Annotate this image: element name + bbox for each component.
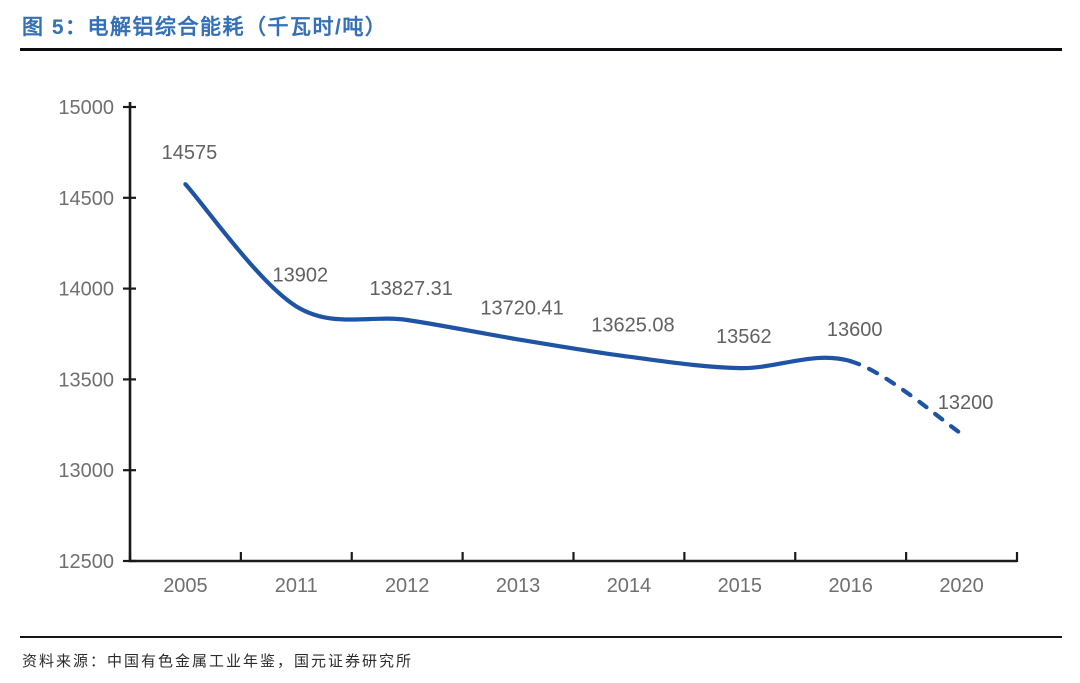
y-axis-label: 12500 — [58, 551, 114, 573]
source-note: 资料来源：中国有色金属工业年鉴，国元证券研究所 — [22, 652, 414, 670]
y-axis-label: 14500 — [58, 188, 114, 210]
y-axis-label: 13000 — [58, 460, 114, 482]
data-label: 13200 — [938, 392, 994, 414]
series-line-dashed — [848, 359, 964, 436]
data-label: 13720.41 — [480, 297, 563, 319]
x-axis-label: 2016 — [828, 575, 873, 597]
figure-title: 图 5：电解铝综合能耗（千瓦时/吨） — [22, 16, 388, 39]
data-label: 13827.31 — [369, 278, 452, 300]
x-axis-label: 2015 — [718, 575, 763, 597]
axis-lines — [128, 102, 1017, 563]
y-axis-label: 15000 — [58, 97, 114, 119]
x-axis-label: 2012 — [385, 575, 430, 597]
data-label: 14575 — [162, 142, 218, 164]
footer-divider — [20, 636, 1062, 638]
x-axis-label: 2014 — [607, 575, 652, 597]
data-label: 13600 — [827, 319, 883, 341]
y-axis-label: 14000 — [58, 279, 114, 301]
data-label: 13625.08 — [591, 315, 674, 337]
data-label: 13902 — [273, 264, 329, 286]
y-axis-label: 13500 — [58, 369, 114, 391]
x-axis-label: 2005 — [163, 575, 208, 597]
x-axis-label: 2011 — [275, 575, 318, 597]
title-underline — [20, 48, 1062, 51]
data-label: 13562 — [716, 326, 772, 348]
x-axis-label: 2020 — [939, 575, 984, 597]
x-axis-label: 2013 — [496, 575, 541, 597]
series-line-solid — [183, 182, 853, 371]
